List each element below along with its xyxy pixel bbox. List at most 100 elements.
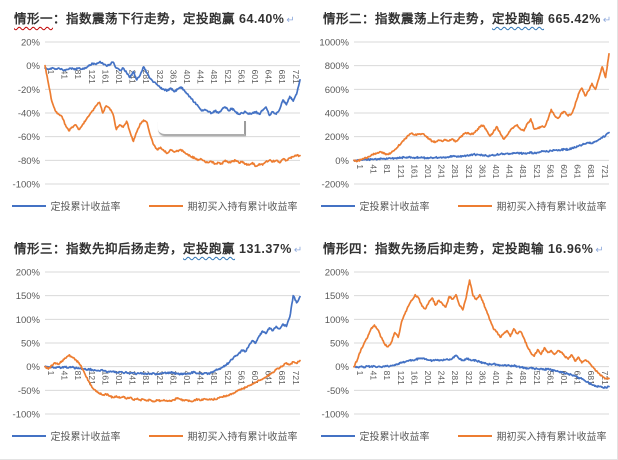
- legend-item-dca: 定投累计收益率: [320, 198, 430, 213]
- line-chart-4: 200% 150% 100% 50% 0% -50% -100% 1 41 81 121 161 201…: [322, 268, 610, 421]
- svg-text:200%: 200%: [325, 268, 350, 279]
- svg-text:201: 201: [114, 371, 124, 385]
- chart-title-4: 情形四：指数先扬后抑走势，定投跑输 16.96% ↵: [309, 234, 617, 257]
- svg-text:41: 41: [369, 164, 379, 174]
- title-segment: 情形三：指数先抑后扬走势，: [14, 242, 184, 256]
- svg-text:0%: 0%: [335, 362, 349, 373]
- legend-line-dca: [11, 204, 46, 207]
- svg-text:481: 481: [209, 70, 219, 84]
- svg-text:721: 721: [291, 371, 301, 385]
- legend-line-dca: [320, 204, 355, 207]
- svg-text:150%: 150%: [16, 291, 41, 302]
- paragraph-return-mark: ↵: [286, 15, 296, 26]
- title-segment: 情形二：指数震荡上行走势，: [323, 12, 493, 26]
- title-segment: 情形四：指数先扬后抑走势，定投跑输 16.96%: [323, 242, 594, 256]
- svg-text:361: 361: [168, 371, 178, 385]
- scenario-panel-3: 情形三：指数先抑后扬走势，定投跑赢 131.37% ↵ 200% 150% 100% 5…: [0, 230, 309, 459]
- legend-item-lumpsum: 期初买入持有累计收益率: [457, 198, 607, 213]
- svg-text:281: 281: [141, 371, 151, 385]
- line-chart-3: 200% 150% 100% 50% 0% -50% -100% 1 41 81 121 161 201…: [13, 268, 301, 421]
- empty-callout-box: [158, 121, 246, 136]
- svg-text:561: 561: [545, 371, 555, 385]
- svg-text:241: 241: [437, 164, 447, 178]
- svg-text:161: 161: [100, 70, 110, 84]
- svg-text:-60%: -60%: [18, 132, 41, 143]
- legend-line-lumpsum: [457, 434, 492, 437]
- svg-text:481: 481: [518, 164, 528, 178]
- legend-label: 期初买入持有累计收益率: [496, 432, 607, 443]
- svg-text:241: 241: [128, 371, 138, 385]
- svg-text:601: 601: [559, 164, 569, 178]
- legend-label: 定投累计收益率: [50, 432, 121, 443]
- svg-text:481: 481: [518, 371, 528, 385]
- legend-item-dca: 定投累计收益率: [320, 428, 430, 443]
- svg-text:721: 721: [600, 164, 610, 178]
- svg-text:401: 401: [182, 371, 192, 385]
- svg-text:321: 321: [464, 164, 474, 178]
- scenario-panel-1: 情形一：指数震荡下行走势，定投跑赢 64.40% ↵ 20% 0% -20% -40% -…: [0, 0, 309, 230]
- svg-text:0%: 0%: [26, 61, 40, 72]
- svg-text:161: 161: [100, 371, 110, 385]
- svg-text:-40%: -40%: [18, 109, 41, 120]
- svg-text:361: 361: [168, 70, 178, 84]
- svg-text:20%: 20%: [21, 38, 41, 49]
- svg-text:521: 521: [532, 164, 542, 178]
- legend-line-dca: [320, 434, 355, 437]
- svg-text:41: 41: [60, 371, 70, 381]
- svg-text:401: 401: [491, 371, 501, 385]
- svg-text:600%: 600%: [325, 85, 350, 96]
- chart-legend-4: 定投累计收益率 期初买入持有累计收益率: [309, 428, 617, 443]
- svg-text:281: 281: [141, 70, 151, 84]
- legend-label: 期初买入持有累计收益率: [496, 202, 607, 213]
- svg-text:0%: 0%: [335, 156, 349, 167]
- svg-text:641: 641: [573, 164, 583, 178]
- svg-text:521: 521: [223, 70, 233, 84]
- svg-text:561: 561: [236, 371, 246, 385]
- legend-line-lumpsum: [148, 434, 183, 437]
- legend-line-dca: [11, 434, 46, 437]
- svg-text:-200%: -200%: [322, 180, 350, 191]
- svg-text:401: 401: [491, 164, 501, 178]
- legend-line-lumpsum: [148, 204, 183, 207]
- svg-text:601: 601: [559, 371, 569, 385]
- svg-text:1000%: 1000%: [319, 38, 349, 49]
- svg-text:121: 121: [396, 164, 406, 178]
- svg-text:81: 81: [73, 70, 83, 80]
- legend-item-dca: 定投累计收益率: [11, 198, 121, 213]
- svg-text:681: 681: [586, 371, 596, 385]
- svg-text:41: 41: [60, 70, 70, 80]
- svg-text:800%: 800%: [325, 61, 350, 72]
- svg-text:0%: 0%: [26, 362, 40, 373]
- svg-text:561: 561: [236, 70, 246, 84]
- svg-text:1: 1: [46, 70, 56, 75]
- svg-text:161: 161: [409, 371, 419, 385]
- svg-text:121: 121: [396, 371, 406, 385]
- svg-text:41: 41: [369, 371, 379, 381]
- title-segment: 定投跑输: [492, 12, 545, 26]
- svg-text:121: 121: [87, 70, 97, 84]
- svg-text:721: 721: [291, 70, 301, 84]
- legend-label: 定投累计收益率: [359, 202, 430, 213]
- legend-label: 期初买入持有累计收益率: [187, 202, 298, 213]
- svg-text:200%: 200%: [16, 268, 41, 279]
- legend-item-lumpsum: 期初买入持有累计收益率: [457, 428, 607, 443]
- svg-text:-100%: -100%: [13, 410, 41, 421]
- title-segment: 131.37%: [235, 242, 292, 256]
- chart-title-1: 情形一：指数震荡下行走势，定投跑赢 64.40% ↵: [0, 4, 309, 27]
- svg-text:241: 241: [128, 70, 138, 84]
- svg-text:1: 1: [46, 371, 56, 376]
- chart-legend-3: 定投累计收益率 期初买入持有累计收益率: [0, 428, 309, 443]
- scenario-panel-2: 情形二：指数震荡上行走势，定投跑输 665.42% ↵ 1000% 800% 600%…: [309, 0, 617, 230]
- legend-item-lumpsum: 期初买入持有累计收益率: [148, 428, 298, 443]
- svg-text:281: 281: [450, 164, 460, 178]
- legend-line-lumpsum: [457, 204, 492, 207]
- svg-text:50%: 50%: [21, 339, 41, 350]
- svg-text:601: 601: [250, 70, 260, 84]
- svg-text:641: 641: [264, 371, 274, 385]
- legend-label: 期初买入持有累计收益率: [187, 432, 298, 443]
- svg-text:-50%: -50%: [327, 386, 350, 397]
- scenario-panel-4: 情形四：指数先扬后抑走势，定投跑输 16.96% ↵ 200% 150% 100% 50…: [309, 230, 617, 459]
- svg-text:521: 521: [223, 371, 233, 385]
- chart-legend-1: 定投累计收益率 期初买入持有累计收益率: [0, 198, 309, 213]
